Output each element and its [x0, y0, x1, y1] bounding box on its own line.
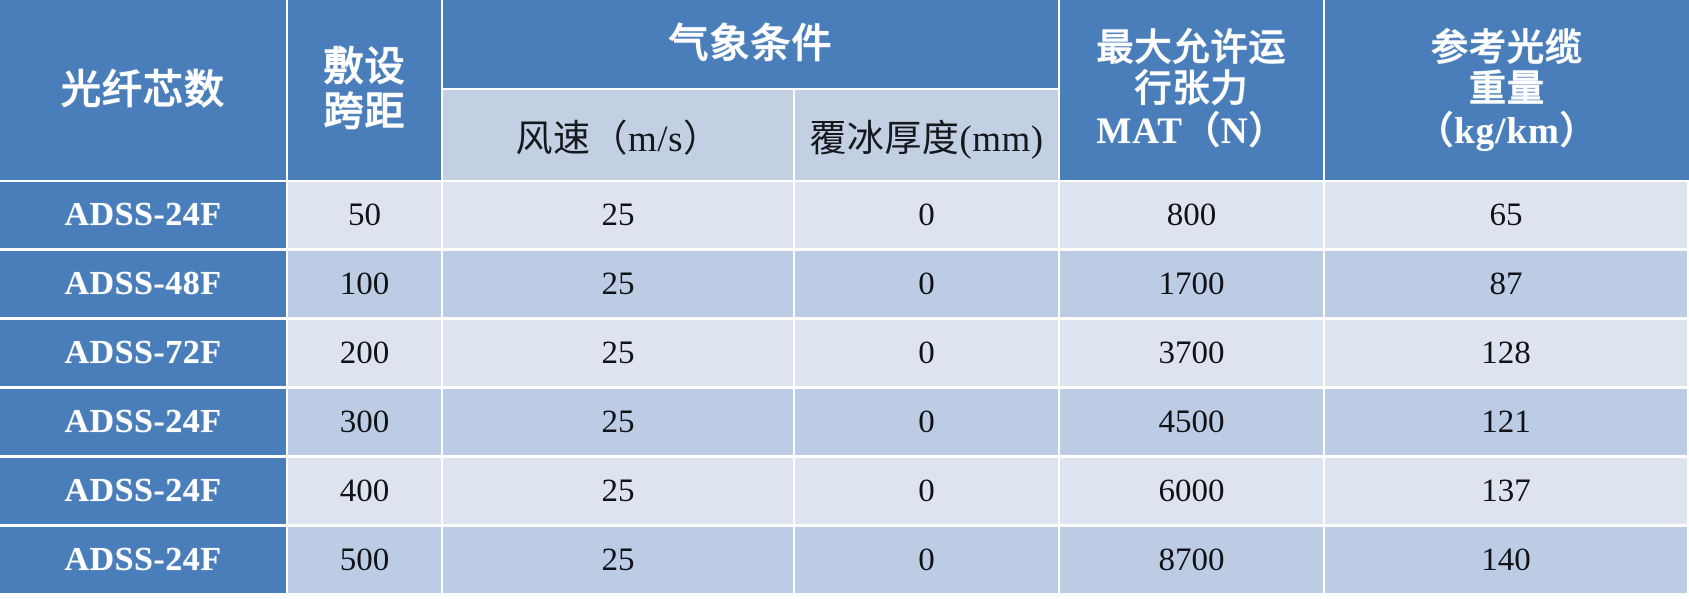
cell-span: 100: [288, 251, 443, 320]
cell-fiber-count: ADSS-24F: [0, 389, 288, 458]
cell-fiber-count: ADSS-72F: [0, 320, 288, 389]
header-cable-weight-line2: 重量: [1469, 69, 1545, 111]
cell-mat: 800: [1060, 182, 1325, 251]
table-row: ADSS-24F 50 25 0 800 65: [0, 182, 1689, 251]
cell-ice: 0: [795, 320, 1060, 389]
cell-ice: 0: [795, 458, 1060, 527]
header-wind-speed-label: 风速（m/s）: [515, 119, 721, 160]
cell-wind: 25: [443, 251, 795, 320]
cell-span: 300: [288, 389, 443, 458]
cell-wind: 25: [443, 527, 795, 596]
cell-fiber-count: ADSS-48F: [0, 251, 288, 320]
cell-span: 400: [288, 458, 443, 527]
cell-mat: 1700: [1060, 251, 1325, 320]
header-fiber-count-label: 光纤芯数: [61, 66, 225, 112]
cell-fiber-count: ADSS-24F: [0, 527, 288, 596]
cell-span: 50: [288, 182, 443, 251]
header-wind-speed: 风速（m/s）: [443, 90, 795, 182]
header-weather-group: 气象条件: [443, 0, 1060, 90]
cell-weight: 87: [1325, 251, 1689, 320]
header-max-tension: 最大允许运 行张力 MAT（N）: [1060, 0, 1325, 182]
table-header: 光纤芯数 敷设 跨距 气象条件 最大允许运 行张力 MAT（N） 参考光缆 重量: [0, 0, 1689, 182]
cell-span: 200: [288, 320, 443, 389]
cell-weight: 121: [1325, 389, 1689, 458]
table-row: ADSS-72F 200 25 0 3700 128: [0, 320, 1689, 389]
cell-mat: 6000: [1060, 458, 1325, 527]
header-fiber-count: 光纤芯数: [0, 0, 288, 182]
header-span-distance: 敷设 跨距: [288, 0, 443, 182]
cell-weight: 137: [1325, 458, 1689, 527]
cell-mat: 3700: [1060, 320, 1325, 389]
cell-weight: 128: [1325, 320, 1689, 389]
header-row-top: 光纤芯数 敷设 跨距 气象条件 最大允许运 行张力 MAT（N） 参考光缆 重量: [0, 0, 1689, 182]
cell-ice: 0: [795, 251, 1060, 320]
cell-wind: 25: [443, 389, 795, 458]
header-cable-weight-line3: （kg/km）: [1416, 110, 1598, 152]
cell-ice: 0: [795, 182, 1060, 251]
cell-ice: 0: [795, 389, 1060, 458]
cell-mat: 8700: [1060, 527, 1325, 596]
header-row-sub: 风速（m/s） 覆冰厚度(mm): [0, 90, 1689, 182]
cell-mat: 4500: [1060, 389, 1325, 458]
header-weather-group-label: 气象条件: [668, 20, 833, 66]
cell-fiber-count: ADSS-24F: [0, 458, 288, 527]
header-cable-weight-line1: 参考光缆: [1431, 27, 1583, 69]
cell-wind: 25: [443, 182, 795, 251]
header-ice-thickness: 覆冰厚度(mm): [795, 90, 1060, 182]
table-row: ADSS-24F 300 25 0 4500 121: [0, 389, 1689, 458]
cell-weight: 65: [1325, 182, 1689, 251]
cell-wind: 25: [443, 320, 795, 389]
cell-weight: 140: [1325, 527, 1689, 596]
header-max-tension-line3: MAT（N）: [1096, 110, 1287, 152]
cell-span: 500: [288, 527, 443, 596]
header-max-tension-line1: 最大允许运: [1096, 27, 1287, 69]
table-body: ADSS-24F 50 25 0 800 65 ADSS-48F 100 25 0 1700 87 AD…: [0, 182, 1689, 596]
cell-wind: 25: [443, 458, 795, 527]
header-span-distance-line1: 敷设: [323, 44, 406, 90]
header-ice-thickness-label: 覆冰厚度(mm): [809, 119, 1044, 160]
header-cable-weight: 参考光缆 重量 （kg/km）: [1325, 0, 1689, 182]
header-span-distance-line2: 跨距: [323, 89, 406, 134]
table-row: ADSS-24F 400 25 0 6000 137: [0, 458, 1689, 527]
table-row: ADSS-24F 500 25 0 8700 140: [0, 527, 1689, 596]
cell-ice: 0: [795, 527, 1060, 596]
header-max-tension-line2: 行张力: [1134, 69, 1249, 111]
cell-fiber-count: ADSS-24F: [0, 182, 288, 251]
table-row: ADSS-48F 100 25 0 1700 87: [0, 251, 1689, 320]
